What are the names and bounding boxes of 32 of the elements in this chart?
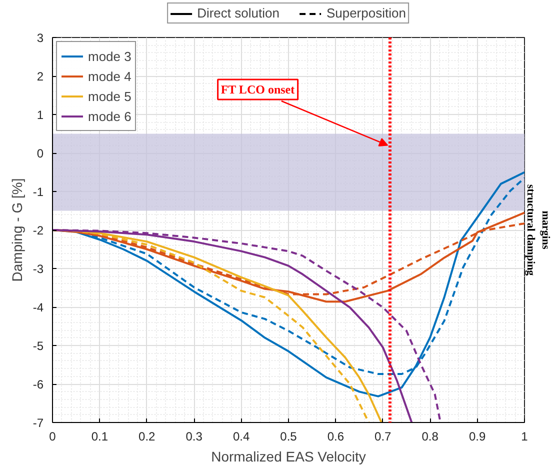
x-tick-label: 1 (521, 430, 528, 444)
x-tick-label: 0.5 (280, 430, 298, 444)
legend-label: mode 5 (88, 88, 132, 104)
y-tick-label: 3 (36, 31, 44, 45)
y-tick-label: -1 (32, 185, 44, 199)
y-tick-label: -7 (32, 416, 44, 430)
legend-label: Superposition (326, 6, 406, 20)
x-tick-label: 0.3 (186, 430, 203, 444)
x-tick-label: 0.4 (232, 430, 250, 444)
x-tick-label: 0 (49, 430, 56, 444)
y-tick-label: 1 (36, 108, 44, 122)
x-axis-title: Normalized EAS Velocity (211, 448, 366, 464)
x-tick-label: 0.8 (422, 430, 439, 444)
y-tick-label: -4 (32, 300, 44, 314)
x-tick-label: 0.6 (327, 430, 344, 444)
x-tick-label: 0.2 (138, 430, 156, 444)
legend-label: mode 6 (88, 108, 132, 124)
y-tick-label: 0 (36, 146, 44, 160)
y-tick-label: -3 (32, 262, 44, 276)
x-tick-label: 0.9 (468, 430, 486, 444)
legend-label: mode 3 (88, 48, 132, 64)
y-tick-label: 2 (36, 70, 44, 84)
y-tick-label: -2 (32, 224, 44, 238)
x-tick-label: 0.1 (91, 430, 108, 444)
y-axis-title: Damping - G [%] (8, 178, 25, 282)
y-tick-label: -6 (32, 378, 44, 392)
band-label: structural damping margins (524, 184, 552, 276)
legend-label: Direct solution (197, 6, 280, 20)
ref-line-label: FT LCO onset (220, 82, 295, 96)
x-tick-label: 0.7 (374, 430, 392, 444)
legend-label: mode 4 (88, 68, 132, 84)
y-tick-label: -5 (32, 339, 44, 353)
